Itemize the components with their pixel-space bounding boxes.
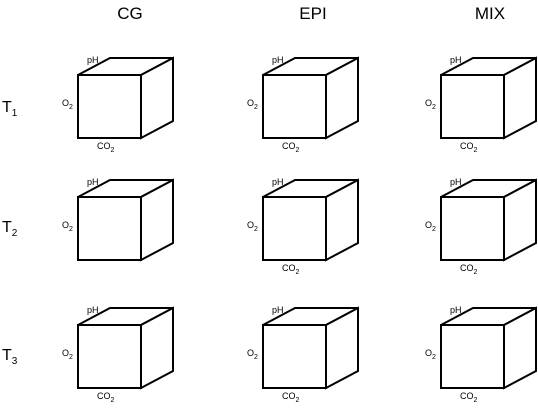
row-header-t3-letter: T [2, 347, 12, 364]
o2-label-main: O [62, 348, 69, 358]
ph-label: pH [450, 177, 462, 187]
o2-label: O2 [247, 98, 258, 111]
ph-label: pH [272, 55, 284, 65]
o2-label: O2 [425, 98, 436, 111]
co2-label-subscript: 2 [474, 397, 478, 404]
row-header-t2: T2 [2, 219, 18, 239]
row-header-t3-subscript: 3 [12, 356, 18, 367]
co2-label-subscript: 2 [111, 147, 115, 154]
co2-label-subscript: 2 [474, 147, 478, 154]
co2-label-main: CO [460, 263, 474, 273]
o2-label-main: O [425, 348, 432, 358]
o2-label-subscript: 2 [432, 104, 436, 111]
cube-cells: pHO2CO2pHO2CO2pHO2CO2pHO2pHO2CO2pHO2CO2p… [62, 55, 537, 404]
co2-label: CO2 [97, 141, 115, 154]
o2-label: O2 [62, 348, 73, 361]
ph-label: pH [450, 55, 462, 65]
ph-label: pH [87, 55, 99, 65]
cube-front-face [77, 74, 142, 139]
o2-label-subscript: 2 [69, 226, 73, 233]
co2-label: CO2 [460, 391, 478, 404]
o2-label: O2 [425, 220, 436, 233]
co2-label: CO2 [282, 263, 300, 276]
row-header-t1: T1 [2, 99, 18, 119]
o2-label-main: O [62, 98, 69, 108]
cube-front-face [440, 74, 505, 139]
o2-label: O2 [62, 98, 73, 111]
co2-label-main: CO [282, 141, 296, 151]
row-headers: T1 T2 T3 [2, 99, 18, 367]
o2-label: O2 [247, 348, 258, 361]
column-header-epi: EPI [299, 4, 326, 23]
cube-t2-cg: pH O2 [62, 177, 174, 262]
column-headers: CG EPI MIX [117, 4, 505, 23]
cube-front-face [262, 196, 327, 261]
o2-label-main: O [62, 220, 69, 230]
o2-label-subscript: 2 [254, 104, 258, 111]
co2-label-subscript: 2 [111, 397, 115, 404]
cube-front-face [77, 324, 142, 389]
co2-label-subscript: 2 [296, 269, 300, 276]
o2-label-subscript: 2 [432, 226, 436, 233]
o2-label-main: O [247, 220, 254, 230]
row-header-t3: T3 [2, 347, 18, 367]
ph-label: pH [272, 177, 284, 187]
o2-label-subscript: 2 [432, 354, 436, 361]
co2-label: CO2 [97, 391, 115, 404]
ph-label: pH [450, 305, 462, 315]
cube-front-face [440, 196, 505, 261]
co2-label-main: CO [282, 391, 296, 401]
co2-label-main: CO [97, 141, 111, 151]
o2-label: O2 [62, 220, 73, 233]
o2-label: O2 [247, 220, 258, 233]
co2-label: CO2 [282, 141, 300, 154]
co2-label: CO2 [460, 263, 478, 276]
co2-label-main: CO [97, 391, 111, 401]
o2-label-main: O [425, 220, 432, 230]
column-header-cg: CG [117, 4, 143, 23]
row-header-t2-subscript: 2 [12, 228, 18, 239]
co2-label-subscript: 2 [296, 397, 300, 404]
o2-label-subscript: 2 [254, 354, 258, 361]
co2-label: CO2 [460, 141, 478, 154]
co2-label-main: CO [460, 391, 474, 401]
co2-label-subscript: 2 [474, 269, 478, 276]
o2-label-main: O [425, 98, 432, 108]
o2-label: O2 [425, 348, 436, 361]
co2-label: CO2 [282, 391, 300, 404]
ph-label: pH [272, 305, 284, 315]
cube-front-face [262, 74, 327, 139]
o2-label-subscript: 2 [254, 226, 258, 233]
o2-label-subscript: 2 [69, 354, 73, 361]
co2-label-main: CO [460, 141, 474, 151]
o2-label-main: O [247, 98, 254, 108]
row-header-t1-subscript: 1 [12, 108, 18, 119]
row-header-t1-letter: T [2, 99, 12, 116]
o2-label-main: O [247, 348, 254, 358]
column-header-mix: MIX [475, 4, 505, 23]
row-header-t2-letter: T [2, 219, 12, 236]
cube-front-face [262, 324, 327, 389]
cube-front-face [440, 324, 505, 389]
ph-label: pH [87, 305, 99, 315]
o2-label-subscript: 2 [69, 104, 73, 111]
ph-label: pH [87, 177, 99, 187]
cube-front-face [77, 196, 142, 261]
co2-label-main: CO [282, 263, 296, 273]
co2-label-subscript: 2 [296, 147, 300, 154]
